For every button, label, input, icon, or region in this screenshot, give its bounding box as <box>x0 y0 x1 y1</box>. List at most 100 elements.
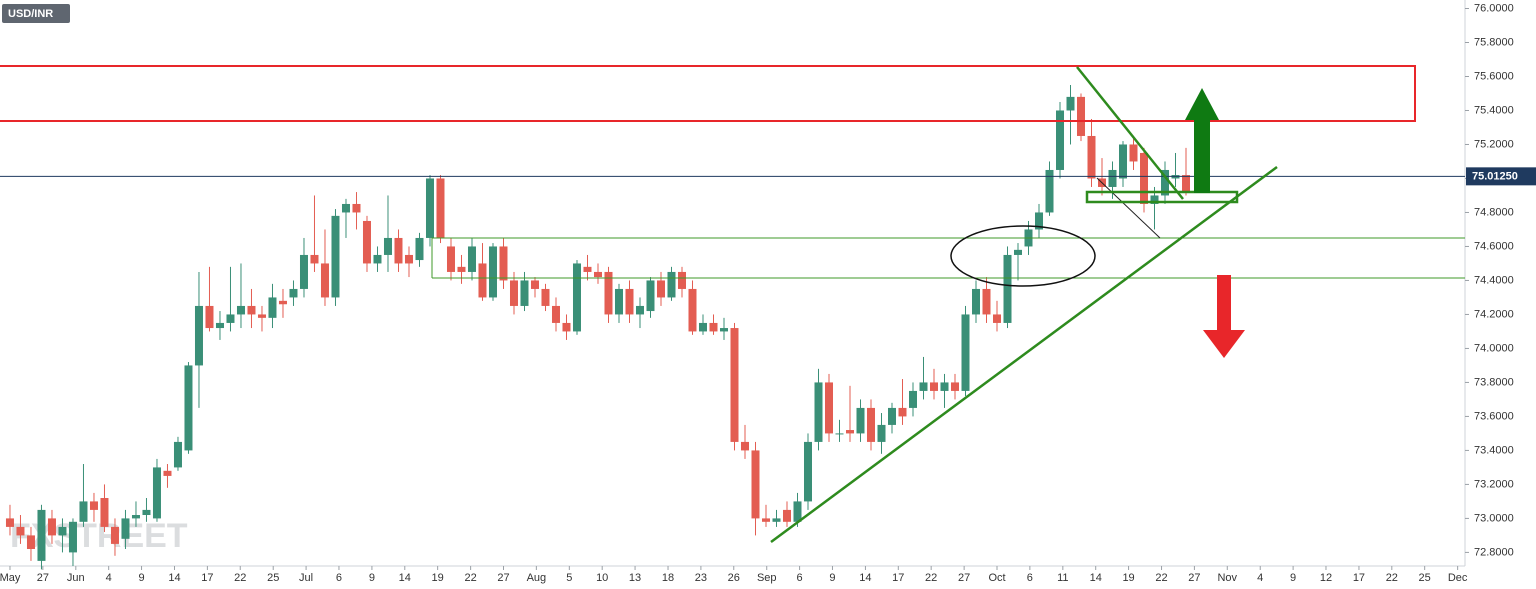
triangle-line <box>1096 177 1161 239</box>
candle-body <box>383 237 392 255</box>
x-tick-label: 17 <box>201 572 213 584</box>
candle-body <box>499 246 508 281</box>
candle-body <box>845 430 854 434</box>
candle-body <box>677 271 686 289</box>
candle-body <box>635 305 644 315</box>
candle-body <box>930 382 939 391</box>
support-line <box>431 237 1465 278</box>
candle-body <box>877 424 886 442</box>
candle-body <box>972 288 981 315</box>
candle-body <box>908 390 917 408</box>
x-tick-label: 11 <box>1057 572 1068 584</box>
candle-body <box>236 305 245 315</box>
candle-body <box>625 288 634 315</box>
candle-body <box>740 441 749 451</box>
candle-body <box>404 254 413 264</box>
x-tick-label: 22 <box>234 572 246 584</box>
candle-body <box>951 382 960 391</box>
candle-body <box>1182 175 1191 193</box>
candle-body <box>656 280 665 298</box>
candle-body <box>814 382 823 442</box>
candle-body <box>488 246 497 298</box>
x-tick-label: 27 <box>958 572 970 584</box>
candle-body <box>257 314 266 318</box>
candle-body <box>919 382 928 391</box>
y-tick-label: 74.6000 <box>1474 240 1514 252</box>
candle-body <box>436 178 445 238</box>
candle-body <box>730 328 739 442</box>
candle-body <box>1140 152 1149 204</box>
symbol-badge <box>2 4 70 23</box>
y-tick-label: 73.0000 <box>1474 512 1514 524</box>
x-tick-label: 27 <box>497 572 509 584</box>
candle-body <box>1087 135 1096 179</box>
candle-body <box>824 382 833 434</box>
x-tick-label: Nov <box>1217 572 1237 584</box>
candle-body <box>761 518 770 522</box>
candle-body <box>142 509 151 516</box>
candle-body <box>772 518 781 522</box>
y-tick-label: 73.6000 <box>1474 410 1514 422</box>
highlight-ellipse <box>950 225 1096 287</box>
x-tick-label: 14 <box>399 572 411 584</box>
x-tick-label: 6 <box>1027 572 1033 584</box>
candle-body <box>89 501 98 510</box>
x-tick-label: 22 <box>1155 572 1167 584</box>
candle-body <box>478 263 487 298</box>
candle-body <box>152 467 161 519</box>
x-tick-label: 9 <box>369 572 375 584</box>
arrow-down <box>1203 330 1245 358</box>
candle-body <box>887 407 896 425</box>
x-tick-label: Oct <box>988 572 1005 584</box>
candle-body <box>467 246 476 272</box>
y-tick-label: 75.6000 <box>1474 70 1514 82</box>
x-tick-label: 14 <box>168 572 180 584</box>
x-tick-label: 4 <box>1257 572 1263 584</box>
candle-body <box>1056 110 1065 170</box>
candle-body <box>331 215 340 298</box>
candle-body <box>1119 144 1128 179</box>
candle-body <box>1066 96 1075 111</box>
x-tick-label: 26 <box>728 572 740 584</box>
y-tick-label: 73.2000 <box>1474 478 1514 490</box>
plot <box>0 84 1465 570</box>
candle-body <box>163 470 172 476</box>
candle-body <box>803 441 812 502</box>
x-tick-label: 14 <box>859 572 871 584</box>
candle-body <box>58 526 67 536</box>
candle-body <box>215 322 224 329</box>
y-tick-label: 73.8000 <box>1474 376 1514 388</box>
candle-body <box>1014 249 1023 255</box>
chart-title: USD/INR <box>8 8 53 20</box>
x-tick-label: 14 <box>1090 572 1102 584</box>
candle-body <box>79 501 88 522</box>
candle-body <box>47 518 56 536</box>
candle-body <box>226 314 235 323</box>
y-tick-label: 76.0000 <box>1474 2 1514 14</box>
x-tick-label: 19 <box>1122 572 1134 584</box>
candle-body <box>247 305 256 315</box>
candle-body <box>394 237 403 264</box>
y-tick-label: 74.4000 <box>1474 274 1514 286</box>
candle-body <box>1150 195 1159 204</box>
candle-body <box>646 280 655 312</box>
candle-body <box>751 450 760 519</box>
x-tick-label: 22 <box>1386 572 1398 584</box>
candle-body <box>457 266 466 272</box>
candle-body <box>866 407 875 442</box>
candle-body <box>131 515 140 519</box>
y-tick-label: 74.2000 <box>1474 308 1514 320</box>
candle-body <box>709 322 718 332</box>
candle-body <box>278 300 287 305</box>
candle-body <box>446 246 455 272</box>
candle-body <box>110 526 119 544</box>
candle-body <box>1161 169 1170 196</box>
arrow-up <box>1185 88 1219 120</box>
candle-body <box>68 521 77 553</box>
candle-body <box>698 322 707 332</box>
x-tick-label: 17 <box>1353 572 1365 584</box>
triangle-line <box>1076 66 1184 200</box>
candle-body <box>5 518 14 527</box>
x-tick-label: Aug <box>527 572 547 584</box>
